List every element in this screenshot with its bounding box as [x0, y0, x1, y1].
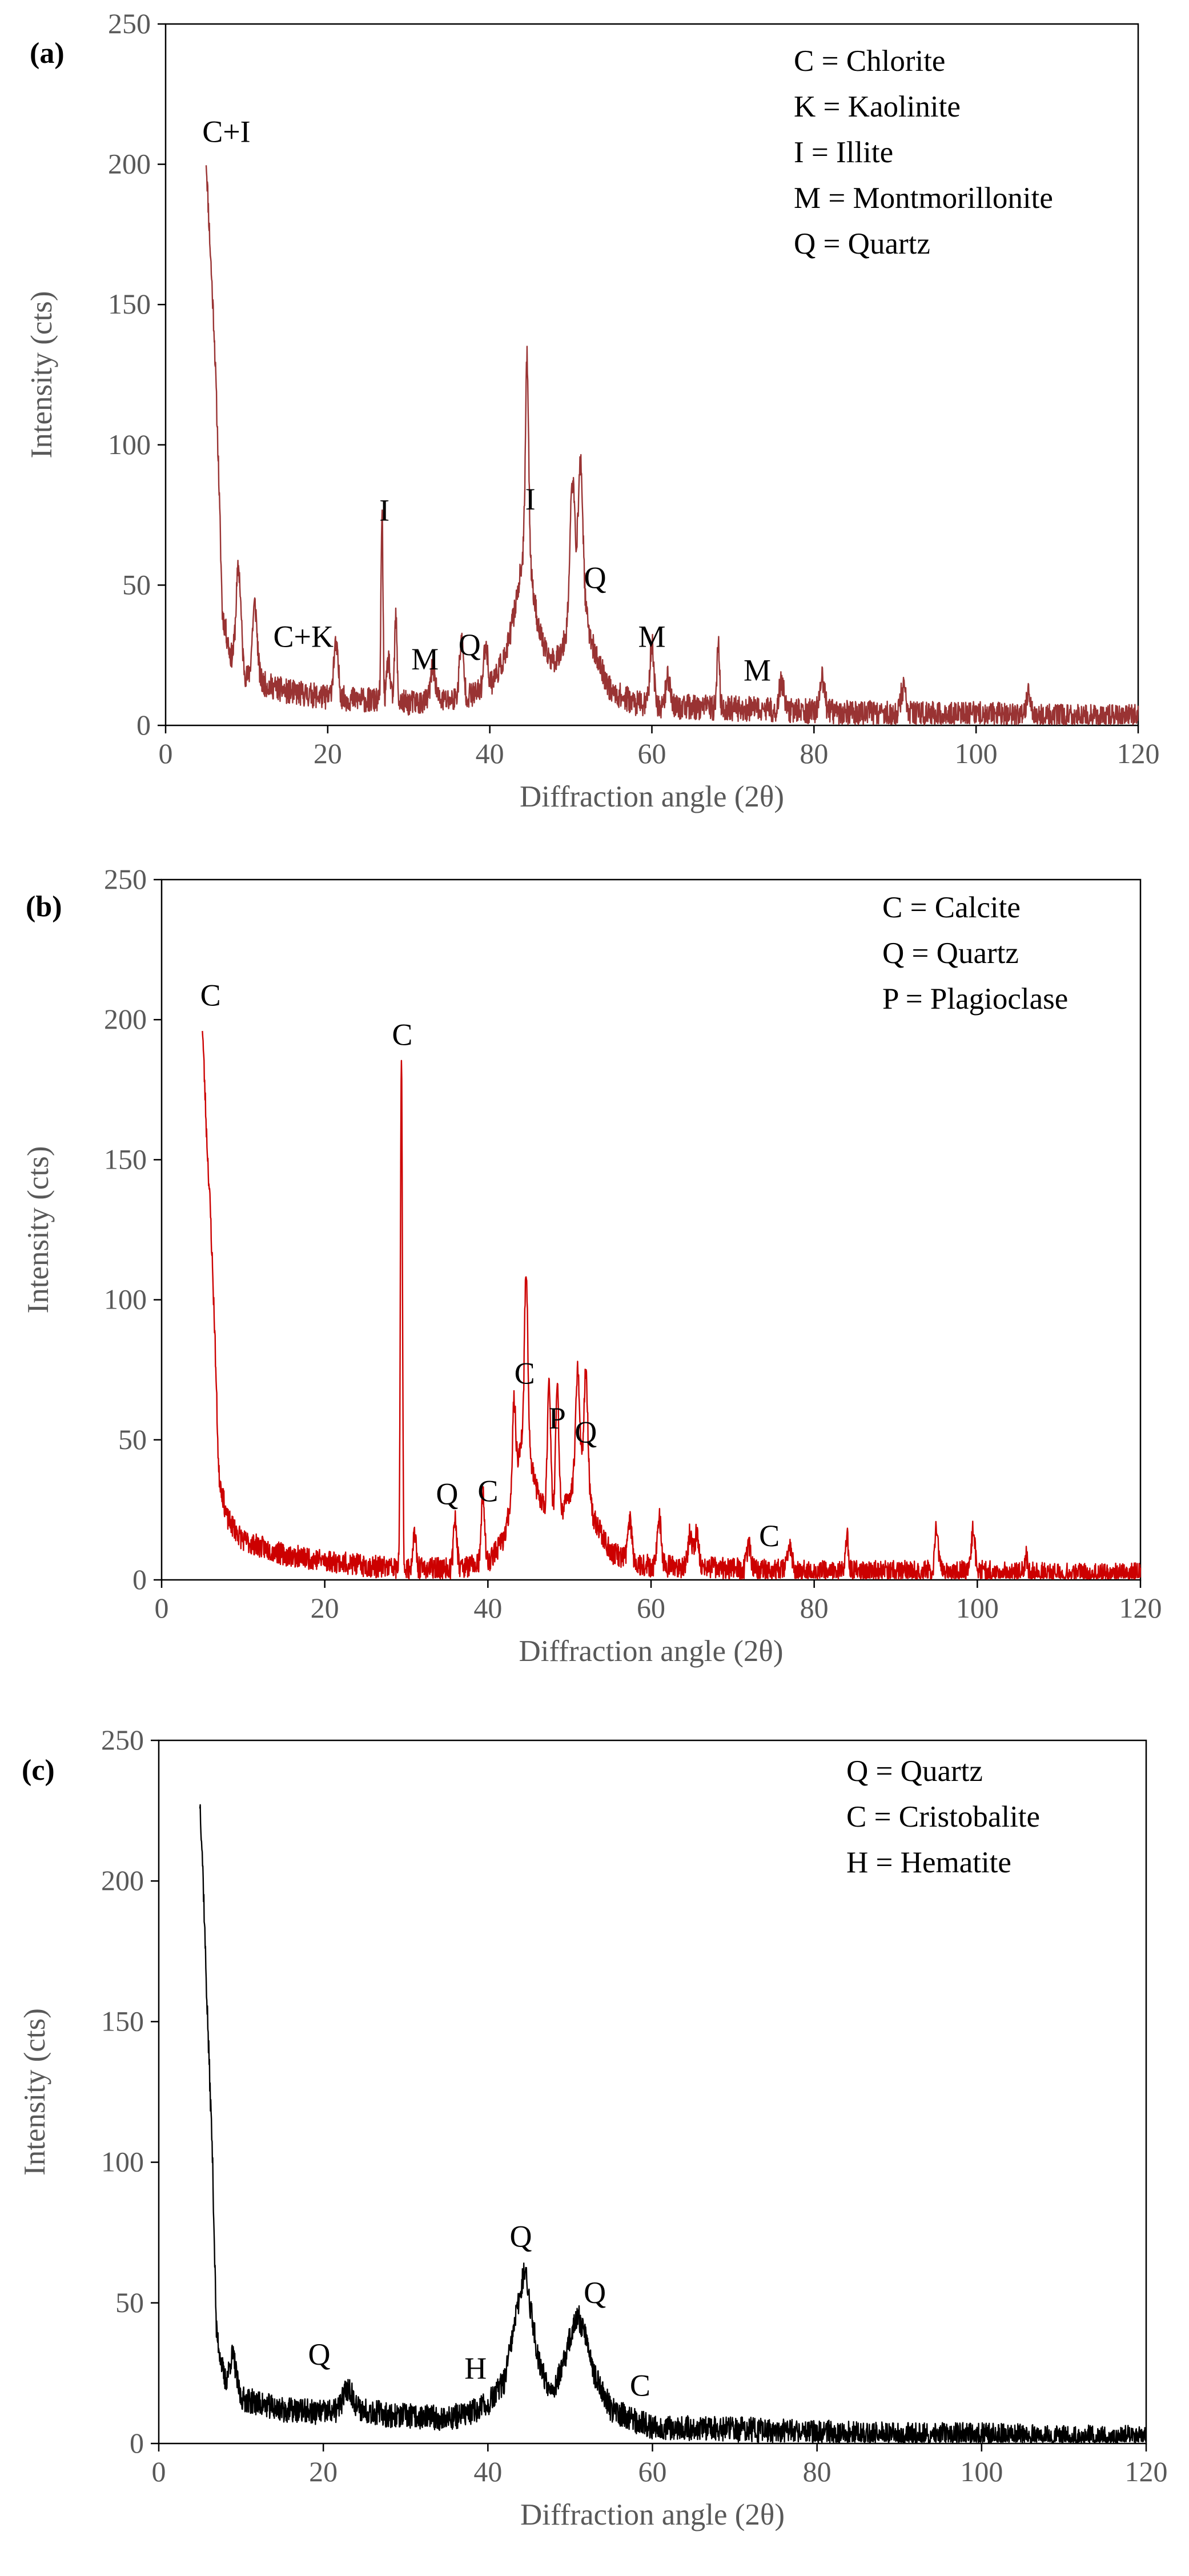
peak-annotation: Q — [509, 2219, 532, 2253]
peak-annotation: Q — [436, 1477, 458, 1511]
peak-annotation: C+I — [202, 114, 250, 149]
peak-annotation: Q — [459, 628, 481, 662]
peak-annotation: Q — [584, 560, 606, 595]
peak-annotation: C — [392, 1017, 412, 1052]
y-tick-label: 50 — [115, 2286, 144, 2318]
x-tick-label: 120 — [1117, 737, 1160, 769]
legend-entry: M = Montmorillonite — [794, 182, 1053, 215]
panel-label: (a) — [30, 37, 65, 70]
x-axis-title: Diffraction angle (2θ) — [519, 1635, 784, 1668]
x-tick-label: 0 — [155, 1592, 169, 1624]
y-axis-title: Intensity (cts) — [22, 1146, 55, 1314]
x-tick-label: 80 — [800, 737, 828, 769]
peak-annotation: Q — [308, 2337, 330, 2372]
peak-annotation: M — [638, 619, 665, 653]
peak-annotation: P — [549, 1401, 566, 1435]
legend-entry: C = Cristobalite — [846, 1800, 1040, 1833]
y-tick-label: 50 — [118, 1423, 147, 1455]
y-tick-label: 250 — [104, 863, 147, 895]
x-tick-label: 80 — [800, 1592, 829, 1624]
legend-entry: Q = Quartz — [794, 227, 930, 260]
x-axis-title: Diffraction angle (2θ) — [520, 2498, 785, 2531]
y-tick-label: 200 — [104, 1003, 147, 1035]
peak-annotation: M — [411, 642, 439, 676]
legend-entry: C = Calcite — [882, 891, 1021, 924]
x-tick-label: 40 — [473, 1592, 502, 1624]
x-tick-label: 80 — [803, 2455, 832, 2487]
diffraction-trace — [199, 1804, 1147, 2443]
chart-panel-a: 0 50 100 150 200 250 0 20 40 60 80 100 120 Diffractio… — [25, 7, 1160, 813]
y-tick-label: 150 — [108, 288, 151, 320]
y-tick-label: 0 — [130, 2427, 144, 2459]
y-axis-title: Intensity (cts) — [25, 291, 58, 459]
legend-entry: Q = Quartz — [846, 1755, 983, 1788]
x-tick-label: 20 — [314, 737, 342, 769]
x-tick-label: 60 — [638, 2455, 667, 2487]
peak-annotation: M — [744, 653, 771, 687]
legend-entry: K = Kaolinite — [794, 90, 961, 123]
panel-label: (b) — [26, 890, 62, 923]
y-axis-title: Intensity (cts) — [18, 2008, 51, 2176]
chart-panel-c: 0 50 100 150 200 250 0 20 40 60 80 100 120 Diffractio… — [18, 1724, 1168, 2531]
legend-entry: C = Chlorite — [794, 45, 945, 78]
peak-annotation: C — [759, 1519, 780, 1553]
peak-annotation: C — [200, 978, 221, 1013]
y-tick-label: 150 — [101, 2005, 144, 2037]
peak-annotation: C — [515, 1357, 535, 1391]
peak-annotation: Q — [575, 1415, 597, 1450]
diffraction-trace — [202, 1030, 1142, 1580]
y-tick-label: 100 — [101, 2146, 144, 2178]
diffraction-trace — [205, 165, 1139, 725]
peak-annotation: I — [525, 482, 536, 516]
legend-entry: P = Plagioclase — [882, 982, 1068, 1016]
peak-annotation: Q — [584, 2276, 606, 2310]
legend-entry: Q = Quartz — [882, 937, 1019, 970]
peak-annotation: H — [464, 2352, 487, 2386]
x-tick-label: 60 — [637, 1592, 665, 1624]
x-tick-label: 100 — [960, 2455, 1003, 2487]
x-tick-label: 0 — [159, 737, 173, 769]
x-tick-label: 20 — [309, 2455, 338, 2487]
x-tick-label: 40 — [476, 737, 504, 769]
x-axis-title: Diffraction angle (2θ) — [520, 780, 784, 813]
x-tick-label: 40 — [473, 2455, 502, 2487]
y-tick-label: 50 — [122, 568, 151, 600]
legend-entry: I = Illite — [794, 136, 893, 169]
panel-label: (c) — [22, 1754, 55, 1787]
y-tick-label: 100 — [108, 428, 151, 460]
y-tick-label: 250 — [108, 7, 151, 39]
peak-annotation: C — [477, 1474, 498, 1508]
y-tick-label: 0 — [132, 1563, 147, 1595]
y-tick-label: 250 — [101, 1724, 144, 1756]
x-tick-label: 100 — [955, 737, 998, 769]
y-tick-label: 200 — [108, 148, 151, 180]
x-tick-label: 0 — [152, 2455, 166, 2487]
chart-panel-b: 0 50 100 150 200 250 0 20 40 60 80 100 120 Diffractio… — [22, 863, 1162, 1668]
peak-annotation: C — [630, 2368, 650, 2402]
y-tick-label: 100 — [104, 1283, 147, 1315]
y-tick-label: 200 — [101, 1864, 144, 1896]
x-tick-label: 120 — [1125, 2455, 1168, 2487]
y-tick-label: 150 — [104, 1143, 147, 1175]
x-tick-label: 120 — [1119, 1592, 1162, 1624]
x-tick-label: 100 — [956, 1592, 999, 1624]
y-tick-label: 0 — [136, 709, 151, 741]
peak-annotation: C+K — [274, 619, 334, 653]
x-tick-label: 20 — [311, 1592, 339, 1624]
peak-annotation: I — [379, 493, 389, 527]
x-tick-label: 60 — [638, 737, 666, 769]
legend-entry: H = Hematite — [846, 1846, 1011, 1879]
